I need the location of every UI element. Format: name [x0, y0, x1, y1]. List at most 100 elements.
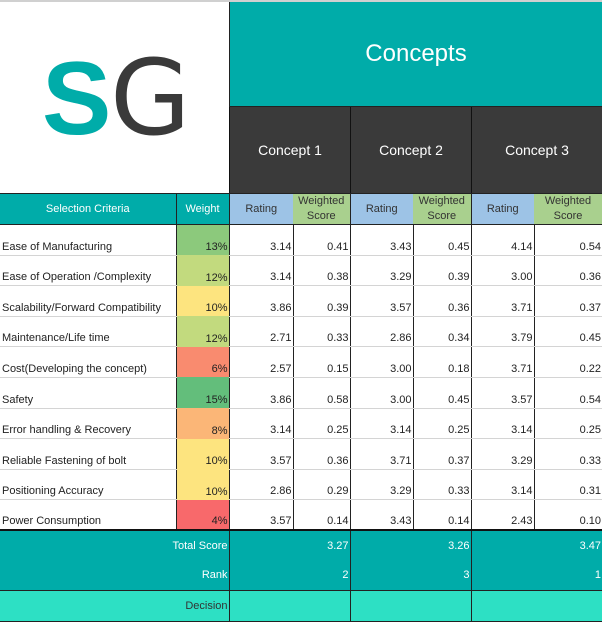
scoring-matrix: Selection Criteria Weight Rating Weighte… — [0, 193, 602, 622]
c3-weighted-score: 0.31 — [533, 469, 602, 501]
criteria-row: Scalability/Forward Compatibility 10% 3.86… — [0, 285, 602, 317]
c2-weighted-score: 0.37 — [412, 438, 471, 470]
decision-c2[interactable] — [349, 589, 471, 622]
c1-rating: 3.86 — [228, 285, 293, 317]
c1-rating: 2.57 — [228, 346, 293, 378]
criteria-row: Ease of Manufacturing 13% 3.14 0.41 3.43 0.45… — [0, 224, 602, 256]
c2-weighted-score: 0.45 — [412, 224, 471, 256]
decision-c1[interactable] — [228, 589, 350, 622]
c3-weighted-score: 0.45 — [533, 316, 602, 348]
weight-value: 4% — [175, 499, 229, 531]
c1-weighted-score: 0.36 — [292, 438, 350, 470]
rank-c3: 1 — [470, 560, 602, 591]
c2-rating: 3.43 — [349, 224, 413, 256]
c2-weighted-score: 0.18 — [412, 346, 471, 378]
c1-rating-header: Rating — [228, 193, 293, 225]
c1-weighted-score: 0.29 — [292, 469, 350, 501]
total-score-c3: 3.47 — [470, 529, 602, 561]
rank-label: Rank — [0, 560, 229, 591]
criteria-row: Ease of Operation /Complexity 12% 3.14 0.38… — [0, 255, 602, 287]
criteria-label: Error handling & Recovery — [0, 408, 176, 440]
total-score-label: Total Score — [0, 529, 229, 561]
logo-area: S G — [0, 2, 229, 193]
rank-row: Rank 2 3 1 — [0, 560, 602, 591]
criteria-label: Ease of Operation /Complexity — [0, 255, 176, 287]
c2-weighted-score: 0.14 — [412, 499, 471, 531]
decision-c3[interactable] — [470, 589, 602, 622]
c2-rating: 3.29 — [349, 255, 413, 287]
c3-rating: 3.29 — [470, 438, 534, 470]
c2-weighted-score: 0.33 — [412, 469, 471, 501]
weight-value: 12% — [175, 255, 229, 286]
c1-weighted-score: 0.41 — [292, 224, 350, 256]
criteria-label: Reliable Fastening of bolt — [0, 438, 176, 470]
column-header-row: Selection Criteria Weight Rating Weighte… — [0, 193, 602, 225]
c3-weighted-score: 0.54 — [533, 377, 602, 409]
c3-rating: 3.71 — [470, 346, 534, 378]
c3-weighted-score: 0.37 — [533, 285, 602, 317]
c2-rating: 2.86 — [349, 316, 413, 348]
decision-row: Decision — [0, 589, 602, 622]
criteria-row: Cost(Developing the concept) 6% 2.57 0.15 3.… — [0, 346, 602, 378]
c3-rating: 2.43 — [470, 499, 534, 531]
c2-rating: 3.00 — [349, 346, 413, 378]
c2-rating: 3.57 — [349, 285, 413, 317]
c1-weighted-score: 0.14 — [292, 499, 350, 531]
criteria-label: Positioning Accuracy — [0, 469, 176, 501]
total-score-c2: 3.26 — [349, 529, 471, 561]
weight-value: 10% — [175, 438, 229, 470]
criteria-row: Power Consumption 4% 3.57 0.14 3.43 0.14 2.43 0… — [0, 499, 602, 531]
criteria-row: Safety 15% 3.86 0.58 3.00 0.45 3.57 0.54 — [0, 377, 602, 409]
concept-3-header: Concept 3 — [471, 107, 602, 193]
c2-weighted-score: 0.39 — [412, 255, 471, 287]
c3-weighted-header: Weighted Score — [534, 193, 602, 225]
c2-rating: 3.14 — [349, 408, 413, 440]
criteria-row: Maintenance/Life time 12% 2.71 0.33 2.86 0.34… — [0, 316, 602, 348]
c2-weighted-score: 0.25 — [412, 408, 471, 440]
criteria-label: Scalability/Forward Compatibility — [0, 285, 176, 317]
c2-weighted-score: 0.36 — [412, 285, 471, 317]
concept-2-header: Concept 2 — [350, 107, 471, 193]
c1-weighted-score: 0.33 — [292, 316, 350, 348]
c1-rating: 3.14 — [228, 224, 293, 256]
c1-rating: 3.86 — [228, 377, 293, 409]
c1-rating: 3.57 — [228, 499, 293, 531]
c1-weighted-score: 0.38 — [292, 255, 350, 287]
criteria-row: Reliable Fastening of bolt 10% 3.57 0.36 3.7… — [0, 438, 602, 470]
c3-rating: 3.00 — [470, 255, 534, 287]
c2-rating: 3.29 — [349, 469, 413, 501]
weight-value: 10% — [175, 469, 229, 500]
c1-weighted-score: 0.39 — [292, 285, 350, 317]
criteria-row: Positioning Accuracy 10% 2.86 0.29 3.29 0.33 3… — [0, 469, 602, 501]
weight-value: 10% — [175, 285, 229, 317]
weight-value: 13% — [175, 224, 229, 256]
c3-rating: 3.14 — [470, 469, 534, 501]
c3-weighted-score: 0.54 — [533, 224, 602, 256]
c3-rating: 3.14 — [470, 408, 534, 440]
c2-weighted-score: 0.45 — [412, 377, 471, 409]
svg-text:G: G — [110, 50, 191, 145]
criteria-row: Error handling & Recovery 8% 3.14 0.25 3.14 0… — [0, 408, 602, 440]
c3-rating: 4.14 — [470, 224, 534, 256]
c3-rating: 3.57 — [470, 377, 534, 409]
weight-header: Weight — [175, 193, 229, 225]
c1-weighted-score: 0.25 — [292, 408, 350, 440]
criteria-label: Power Consumption — [0, 499, 176, 531]
c1-rating: 3.57 — [228, 438, 293, 470]
c3-rating: 3.79 — [470, 316, 534, 348]
c1-weighted-score: 0.58 — [292, 377, 350, 409]
c3-weighted-score: 0.22 — [533, 346, 602, 378]
concepts-title: Concepts — [229, 2, 602, 107]
c1-rating: 3.14 — [228, 255, 293, 287]
sg-logo: S G — [42, 50, 191, 145]
criteria-header: Selection Criteria — [0, 193, 176, 225]
c3-weighted-score: 0.33 — [533, 438, 602, 470]
weight-value: 12% — [175, 316, 229, 347]
c3-weighted-score: 0.36 — [533, 255, 602, 287]
criteria-label: Cost(Developing the concept) — [0, 346, 176, 378]
weight-value: 6% — [175, 346, 229, 378]
c2-rating: 3.43 — [349, 499, 413, 531]
c1-weighted-score: 0.15 — [292, 346, 350, 378]
c3-weighted-score: 0.25 — [533, 408, 602, 440]
c2-rating: 3.71 — [349, 438, 413, 470]
